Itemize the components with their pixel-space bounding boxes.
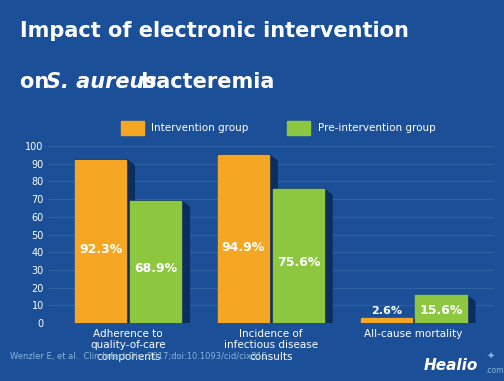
Polygon shape: [467, 295, 475, 329]
Bar: [415, 295, 467, 323]
Text: Pre-intervention group: Pre-intervention group: [318, 123, 435, 133]
Text: bacteremia: bacteremia: [134, 72, 274, 92]
Bar: [121, 121, 144, 134]
Text: on: on: [20, 72, 56, 92]
Polygon shape: [127, 160, 135, 329]
Bar: [75, 160, 127, 323]
Text: 75.6%: 75.6%: [277, 256, 320, 269]
Polygon shape: [130, 201, 190, 207]
Polygon shape: [412, 319, 420, 329]
Polygon shape: [181, 201, 190, 329]
Text: 15.6%: 15.6%: [419, 304, 463, 317]
Text: Intervention group: Intervention group: [151, 123, 248, 133]
Bar: [130, 201, 181, 323]
Polygon shape: [324, 189, 332, 329]
Bar: [287, 121, 310, 134]
Text: 68.9%: 68.9%: [134, 262, 177, 275]
Polygon shape: [415, 295, 475, 302]
Polygon shape: [360, 319, 420, 325]
Text: 94.9%: 94.9%: [222, 241, 265, 254]
Bar: [360, 319, 412, 323]
Text: .com: .com: [485, 366, 504, 375]
Polygon shape: [269, 155, 277, 329]
Text: 92.3%: 92.3%: [79, 243, 122, 256]
Text: Impact of electronic intervention: Impact of electronic intervention: [20, 21, 409, 42]
Bar: [273, 189, 324, 323]
Polygon shape: [218, 155, 277, 161]
Polygon shape: [273, 189, 332, 195]
Polygon shape: [75, 160, 135, 166]
Text: Wenzler E, et al.  Clin Infect Dis. 2017;doi:10.1093/cid/cix315.: Wenzler E, et al. Clin Infect Dis. 2017;…: [10, 352, 270, 362]
Text: S. aureus: S. aureus: [46, 72, 157, 92]
Text: ✦: ✦: [486, 351, 494, 361]
Text: Healio: Healio: [423, 358, 478, 373]
Text: 2.6%: 2.6%: [371, 306, 402, 316]
Bar: [218, 155, 269, 323]
